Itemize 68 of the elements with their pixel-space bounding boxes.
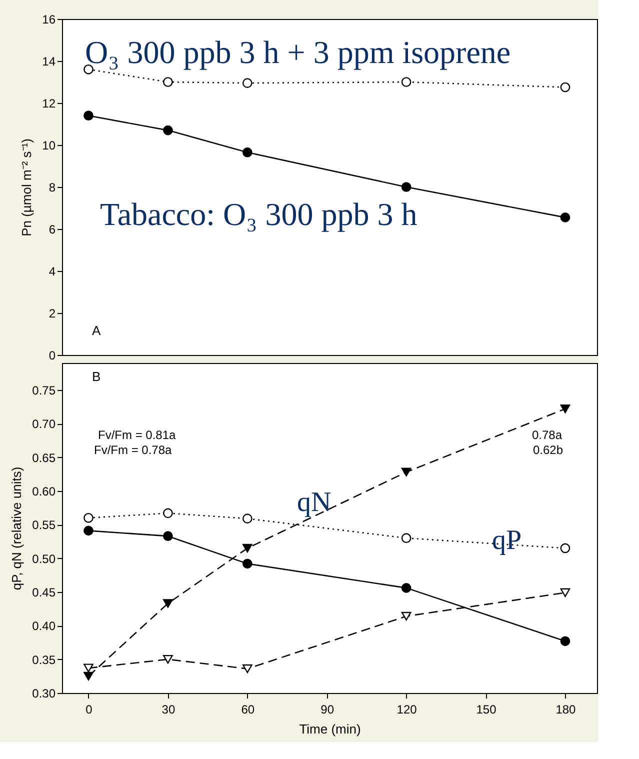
point <box>84 672 94 681</box>
point <box>401 533 412 544</box>
point <box>163 77 173 87</box>
y-tick-label: 10 <box>42 138 56 152</box>
y-tick-label: 0.55 <box>32 518 56 532</box>
annotation: qN <box>297 487 332 518</box>
y-tick-label: 6 <box>48 222 56 236</box>
point <box>84 526 94 536</box>
point <box>401 77 412 87</box>
point <box>242 78 252 88</box>
y-tick-label: 16 <box>42 12 56 26</box>
x-axis-title: Time (min) <box>299 722 361 736</box>
y-tick-label: 8 <box>48 180 56 194</box>
x-tick-label: 30 <box>162 702 176 716</box>
annotation: Fv/Fm = 0.81a <box>98 428 176 442</box>
y-tick-label: 2 <box>48 306 56 320</box>
annotation: 0.78a <box>532 428 562 442</box>
point <box>163 508 173 518</box>
y-tick-label: 12 <box>42 96 56 110</box>
x-tick-label: 90 <box>320 702 334 716</box>
x-tick-label: 150 <box>476 702 497 716</box>
point <box>560 636 570 646</box>
y-axis-title: Pn (µmol m⁻² s⁻¹) <box>19 138 34 236</box>
y-tick-label: 0.75 <box>32 383 56 398</box>
y-tick-label: 0.70 <box>32 417 56 432</box>
annotation: qP <box>492 525 522 556</box>
y-tick-label: 0.50 <box>32 552 56 566</box>
y-tick-label: 0.30 <box>32 686 56 700</box>
point <box>401 468 412 476</box>
x-tick-label: 120 <box>396 702 418 716</box>
point <box>560 588 570 598</box>
point <box>163 599 173 608</box>
point <box>242 544 252 553</box>
annotation: O₃ 300 ppb 3 h + 3 ppm isoprene <box>85 34 511 70</box>
annotation: A <box>92 323 101 338</box>
y-tick-label: 0.40 <box>32 619 56 634</box>
point <box>401 182 412 192</box>
point <box>84 512 94 523</box>
y-axis-title: qP, qN (relative units) <box>9 466 24 590</box>
y-tick-label: 14 <box>42 54 56 68</box>
y-tick-label: 0.65 <box>32 450 56 465</box>
point <box>401 612 412 621</box>
annotation: Fv/Fm = 0.78a <box>94 443 172 457</box>
point <box>242 664 252 674</box>
x-tick-label: 0 <box>86 702 93 716</box>
point <box>401 583 412 593</box>
x-tick-label: 60 <box>241 702 255 716</box>
point <box>242 514 252 524</box>
point <box>163 125 173 136</box>
y-tick-label: 0.45 <box>32 585 56 600</box>
x-tick-label: 180 <box>556 702 576 716</box>
point <box>242 558 252 569</box>
y-tick-label: 4 <box>48 264 56 278</box>
y-tick-label: 0 <box>48 348 56 362</box>
annotation: Tabacco: O₃ 300 ppb 3 h <box>100 196 418 232</box>
point <box>84 110 94 121</box>
point <box>163 654 173 664</box>
point <box>84 664 94 672</box>
point <box>560 404 570 414</box>
point <box>560 212 570 222</box>
annotation: B <box>92 369 101 384</box>
y-tick-label: 0.60 <box>32 484 56 498</box>
y-tick-label: 0.35 <box>32 652 56 667</box>
point <box>163 531 173 542</box>
annotation: 0.62b <box>533 443 564 457</box>
point <box>560 543 570 554</box>
point <box>242 147 252 158</box>
point <box>560 82 570 92</box>
